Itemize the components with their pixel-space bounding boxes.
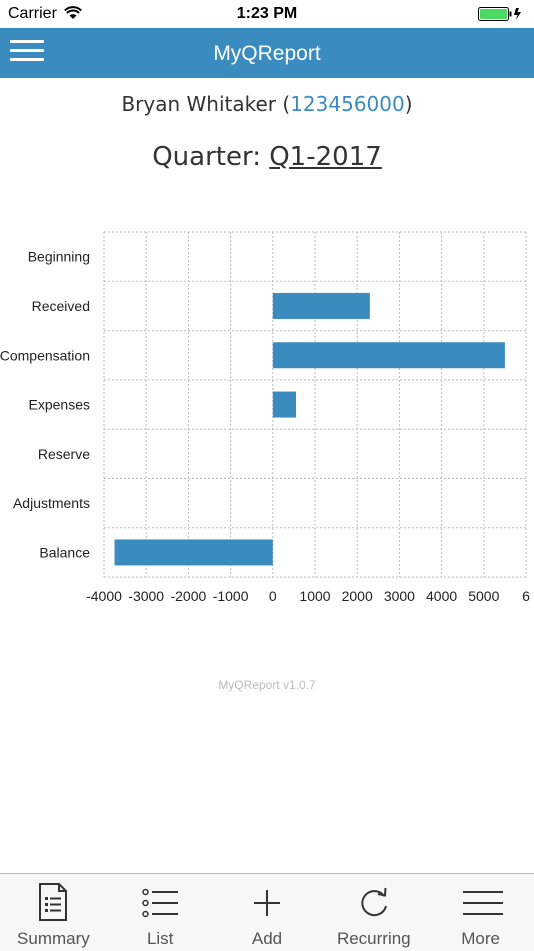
refresh-icon (361, 887, 387, 917)
x-tick-label: 1000 (299, 588, 330, 604)
bar-balance (114, 539, 273, 566)
tab-summary-label: Summary (17, 929, 90, 948)
summary-bar-chart: Beginning Received Compensation Expenses Res… (0, 231, 530, 604)
battery-icon (478, 7, 521, 21)
x-tick-label: 3000 (384, 588, 415, 604)
list-icon (142, 888, 179, 918)
tab-more[interactable]: More (427, 874, 534, 951)
tab-summary[interactable]: Summary (0, 874, 107, 951)
bar-compensation (272, 342, 505, 369)
carrier-label: Carrier (8, 5, 57, 22)
bar-expenses (272, 391, 297, 418)
app-title: MyQReport (213, 42, 321, 65)
quarter-selector: Quarter: Q1-2017 (0, 142, 534, 172)
quarter-label: Quarter: (152, 142, 270, 172)
x-tick-label: -3000 (128, 588, 164, 604)
account-open-paren: ( (276, 92, 291, 116)
tab-recurring-label: Recurring (336, 929, 411, 948)
tab-recurring[interactable]: Recurring (320, 874, 427, 951)
x-tick-label: 5000 (468, 588, 499, 604)
tab-more-label: More (461, 929, 500, 948)
category-label: Received (32, 298, 90, 314)
wifi-icon (64, 6, 82, 19)
category-label: Beginning (28, 249, 90, 265)
account-close-paren: ) (404, 92, 413, 116)
x-tick-label: 4000 (426, 588, 457, 604)
tab-bar: Summary List Add Recurring Mo (0, 873, 534, 951)
x-tick-label: -4000 (86, 588, 122, 604)
menu-icon (462, 891, 503, 915)
tab-list-label: List (146, 929, 174, 948)
tab-list[interactable]: List (107, 874, 214, 951)
x-tick-label: 0 (269, 588, 277, 604)
category-label: Balance (39, 544, 90, 560)
category-label: Compensation (0, 347, 90, 363)
person-header: Bryan Whitaker (123456000) (0, 92, 534, 116)
app-version: MyQReport v1.0.7 (218, 678, 316, 692)
person-name: Bryan Whitaker (121, 92, 277, 116)
hamburger-menu-icon[interactable] (10, 40, 44, 66)
bar-received (272, 292, 370, 319)
navigation-bar: MyQReport (0, 28, 534, 78)
x-tick-label: -1000 (213, 588, 249, 604)
x-tick-label: 2000 (342, 588, 373, 604)
x-tick-label: -2000 (170, 588, 206, 604)
plus-icon (253, 890, 280, 916)
document-icon (39, 883, 68, 921)
category-label: Expenses (29, 397, 90, 413)
quarter-value-link[interactable]: Q1-2017 (269, 142, 382, 172)
status-bar: Carrier 1:23 PM (0, 0, 534, 28)
tab-add[interactable]: Add (214, 874, 321, 951)
x-tick-label: 6 (522, 588, 530, 604)
category-label: Reserve (38, 446, 90, 462)
tab-add-label: Add (251, 929, 283, 948)
account-number-link[interactable]: 123456000 (290, 92, 405, 116)
clock: 1:23 PM (236, 5, 298, 22)
category-label: Adjustments (13, 495, 90, 511)
